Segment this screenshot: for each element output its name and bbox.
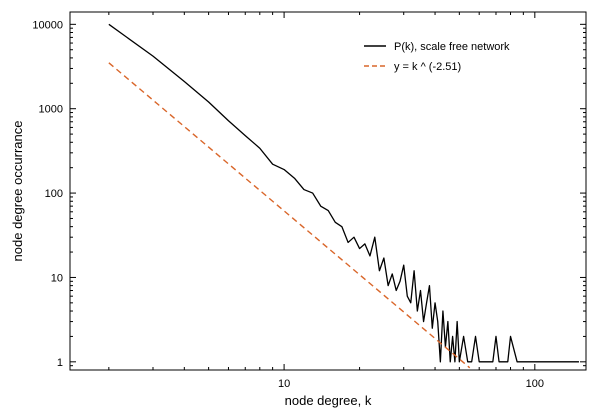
x-tick-label: 100 [526,378,544,390]
y-tick-label: 1000 [39,104,63,116]
y-tick-label: 100 [45,188,63,200]
y-tick-label: 1 [57,357,63,369]
x-tick-label: 10 [278,378,290,390]
legend-label: y = k ^ (-2.51) [394,61,461,73]
plot-frame [69,11,587,371]
series-group [108,23,579,369]
y-tick-label: 10 [51,272,63,284]
series-line-pk [108,23,579,363]
y-tick-label: 10000 [32,19,63,31]
series-line-fit [108,62,471,369]
legend-label: P(k), scale free network [394,41,510,53]
x-axis-title: node degree, k [285,393,372,408]
y-axis-title: node degree occurrance [10,121,25,262]
